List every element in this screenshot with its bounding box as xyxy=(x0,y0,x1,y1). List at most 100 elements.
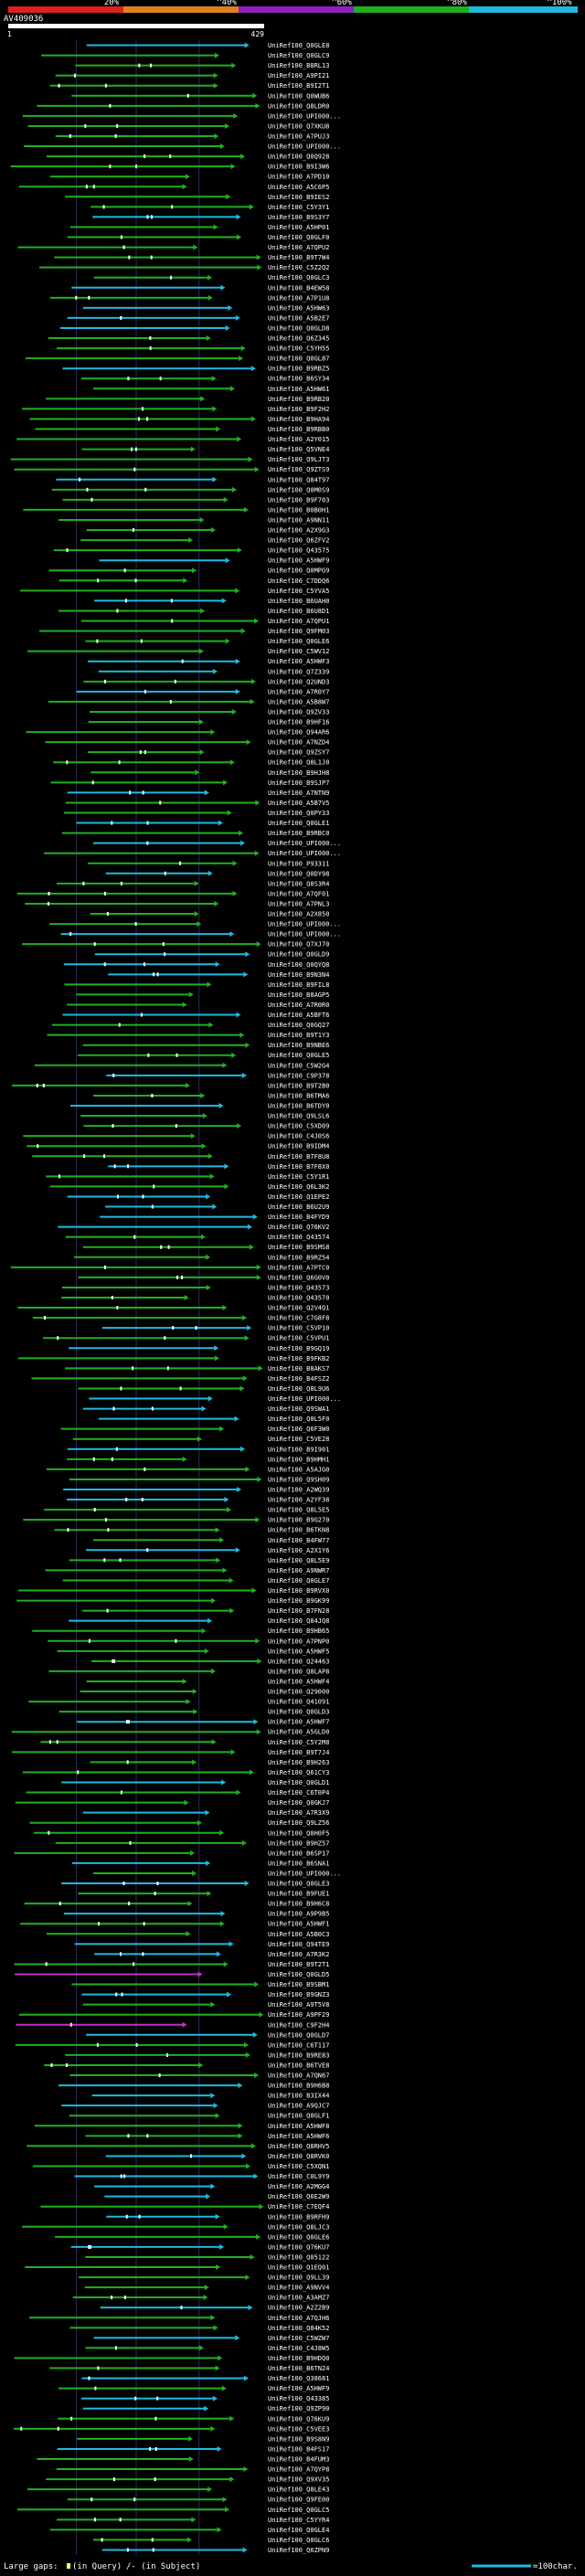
hit-row[interactable]: UniRef100_B9FKB2 xyxy=(18,1355,329,1362)
hit-label[interactable]: UniRef100_B9IES2 xyxy=(268,194,329,201)
hit-row[interactable]: UniRef100_Q0GKJ7 xyxy=(15,1799,330,1807)
hit-label[interactable]: UniRef100_Q84K52 xyxy=(268,2325,329,2332)
hit-row[interactable]: UniRef100_B9GNZ3 xyxy=(81,1991,329,1998)
hit-label[interactable]: UniRef100_Q0GLC6 xyxy=(268,2537,329,2544)
hit-row[interactable]: UniRef100_Q0GLF0 xyxy=(67,234,330,241)
hit-label[interactable]: UniRef100_B9HZ57 xyxy=(268,1839,329,1847)
hit-label[interactable]: UniRef100_A5C6P5 xyxy=(268,184,329,191)
hit-row[interactable]: UniRef100_C7G8F8 xyxy=(32,1315,330,1322)
hit-row[interactable]: UniRef100_A7P1U8 xyxy=(49,294,330,302)
hit-label[interactable]: UniRef100_A7QPU2 xyxy=(268,244,329,251)
hit-label[interactable]: UniRef100_B6TDY0 xyxy=(268,1103,329,1110)
hit-label[interactable]: UniRef100_Q9LJT3 xyxy=(268,456,329,463)
hit-label[interactable]: UniRef100_B9HF16 xyxy=(268,719,329,726)
hit-label[interactable]: UniRef100_B4FSZ2 xyxy=(268,1375,329,1383)
hit-row[interactable]: UniRef100_Q0GLE8 xyxy=(86,42,330,49)
hit-label[interactable]: UniRef100_B4EW58 xyxy=(268,284,329,292)
hit-label[interactable]: UniRef100_B9RBZ5 xyxy=(268,366,329,373)
hit-row[interactable]: UniRef100_Q7XKU8 xyxy=(27,122,330,130)
hit-row[interactable]: UniRef100_C5YH55 xyxy=(56,345,329,353)
hit-label[interactable]: UniRef100_Q0Q928 xyxy=(268,154,329,161)
hit-row[interactable]: UniRef100_C9P378 xyxy=(106,1072,329,1079)
hit-label[interactable]: UniRef100_B6TMA6 xyxy=(268,1092,329,1099)
hit-label[interactable]: UniRef100_UPI000... xyxy=(268,921,341,928)
hit-label[interactable]: UniRef100_A3AMZ7 xyxy=(268,2295,329,2302)
hit-row[interactable]: UniRef100_Q0DY98 xyxy=(105,870,330,877)
hit-label[interactable]: UniRef100_A7R0Y7 xyxy=(268,688,329,695)
hit-row[interactable]: UniRef100_Q6ZPN9 xyxy=(101,2547,330,2554)
hit-label[interactable]: UniRef100_Q0GLC9 xyxy=(268,52,329,59)
hit-label[interactable]: UniRef100_A7PNL3 xyxy=(268,900,329,907)
hit-label[interactable]: UniRef100_B6SNA1 xyxy=(268,1860,329,1867)
hit-row[interactable]: UniRef100_A5B2E7 xyxy=(67,314,330,322)
hit-label[interactable]: UniRef100_Q9ZP90 xyxy=(268,2405,329,2412)
hit-label[interactable]: UniRef100_B9I3W6 xyxy=(268,164,329,171)
hit-label[interactable]: UniRef100_B9HDQ0 xyxy=(268,2355,329,2362)
hit-label[interactable]: UniRef100_C5WZW7 xyxy=(268,2335,329,2342)
hit-row[interactable]: UniRef100_B9SJP7 xyxy=(50,779,329,787)
hit-label[interactable]: UniRef100_B9HJH8 xyxy=(268,769,329,777)
hit-row[interactable]: UniRef100_A7QYP8 xyxy=(56,2466,329,2474)
hit-label[interactable]: UniRef100_B8AGP5 xyxy=(268,991,329,999)
hit-label[interactable]: UniRef100_UPI000... xyxy=(268,840,341,847)
hit-row[interactable]: UniRef100_Q8LDR0 xyxy=(37,102,329,110)
hit-row[interactable]: UniRef100_A5GLD0 xyxy=(11,1729,330,1736)
hit-label[interactable]: UniRef100_Q0GLF1 xyxy=(268,2113,329,2120)
hit-label[interactable]: UniRef100_Q8LAP8 xyxy=(268,1668,329,1675)
hit-row[interactable]: UniRef100_Q6Z345 xyxy=(48,335,330,343)
hit-label[interactable]: UniRef100_B9HA94 xyxy=(268,416,329,423)
hit-row[interactable]: UniRef100_Q7XJ70 xyxy=(22,941,329,949)
hit-label[interactable]: UniRef100_Q7XJ70 xyxy=(268,941,329,949)
hit-label[interactable]: UniRef100_B9N3N4 xyxy=(268,971,329,979)
hit-label[interactable]: UniRef100_Q0GLE6 xyxy=(268,638,329,645)
hit-row[interactable]: UniRef100_Q0GLC9 xyxy=(40,52,329,59)
hit-label[interactable]: UniRef100_UPI000... xyxy=(268,143,341,151)
hit-row[interactable]: UniRef100_B9G270 xyxy=(23,1517,329,1524)
hit-label[interactable]: UniRef100_B9T1Y3 xyxy=(268,1032,329,1039)
hit-row[interactable]: UniRef100_Q0GL87 xyxy=(25,355,329,363)
hit-label[interactable]: UniRef100_Q94AR6 xyxy=(268,729,329,737)
hit-label[interactable]: UniRef100_Q7Z339 xyxy=(268,668,329,675)
hit-label[interactable]: UniRef100_Q9ZTS9 xyxy=(268,466,329,473)
hit-row[interactable]: UniRef100_Q9LL39 xyxy=(79,2274,329,2282)
hit-label[interactable]: UniRef100_Q0QYQ8 xyxy=(268,961,329,969)
hit-label[interactable]: UniRef100_A5HWF6 xyxy=(268,2133,329,2140)
hit-row[interactable]: UniRef100_UPI000... xyxy=(89,1395,341,1403)
hit-label[interactable]: UniRef100_A5B2E7 xyxy=(268,314,329,322)
hit-row[interactable]: UniRef100_B9RBB0 xyxy=(35,426,329,433)
hit-label[interactable]: UniRef100_Q0GL87 xyxy=(268,355,329,363)
hit-label[interactable]: UniRef100_A9NN11 xyxy=(268,516,329,524)
hit-row[interactable]: UniRef100_Q6E2W9 xyxy=(104,2193,329,2200)
hit-label[interactable]: UniRef100_B0B0H1 xyxy=(268,506,329,514)
hit-row[interactable]: UniRef100_A9NWR7 xyxy=(45,1567,330,1574)
hit-label[interactable]: UniRef100_B6TVE8 xyxy=(268,2062,329,2069)
hit-label[interactable]: UniRef100_C5XD09 xyxy=(268,1123,329,1130)
hit-label[interactable]: UniRef100_Q0GLD9 xyxy=(268,951,329,959)
hit-row[interactable]: UniRef100_Q9ZV33 xyxy=(89,708,329,716)
hit-label[interactable]: UniRef100_Q0WUB6 xyxy=(268,92,329,100)
hit-label[interactable]: UniRef100_A2WQ39 xyxy=(268,1486,329,1493)
hit-label[interactable]: UniRef100_B9T2T1 xyxy=(268,1961,329,1968)
hit-row[interactable]: UniRef100_B4FYD9 xyxy=(100,1214,329,1221)
hit-label[interactable]: UniRef100_A5HWF3 xyxy=(268,658,329,665)
hit-row[interactable]: UniRef100_B6TDY0 xyxy=(70,1103,329,1110)
hit-label[interactable]: UniRef100_B9G270 xyxy=(268,1517,329,1524)
hit-row[interactable]: UniRef100_C5YYR4 xyxy=(56,2517,329,2524)
hit-label[interactable]: UniRef100_C5VP10 xyxy=(268,1325,329,1332)
hit-label[interactable]: UniRef100_A5HWF8 xyxy=(268,2123,329,2130)
hit-label[interactable]: UniRef100_Q43575 xyxy=(268,547,329,555)
hit-row[interactable]: UniRef100_A7QPU2 xyxy=(17,244,329,251)
hit-label[interactable]: UniRef100_Q0L5F0 xyxy=(268,1415,329,1423)
hit-row[interactable]: UniRef100_UPI000... xyxy=(44,850,341,857)
hit-label[interactable]: UniRef100_B9RFH9 xyxy=(268,2213,329,2221)
hit-label[interactable]: UniRef100_A9P9B5 xyxy=(268,1911,329,1918)
hit-row[interactable]: UniRef100_Q8LAP8 xyxy=(48,1668,329,1675)
hit-row[interactable]: UniRef100_Q0Q928 xyxy=(46,154,330,161)
hit-label[interactable]: UniRef100_Q0M0S9 xyxy=(268,486,329,493)
hit-label[interactable]: UniRef100_Q6ZPN9 xyxy=(268,2547,329,2554)
hit-row[interactable]: UniRef100_B4EW58 xyxy=(71,284,329,292)
hit-row[interactable]: UniRef100_C5VPU1 xyxy=(42,1335,329,1342)
hit-label[interactable]: UniRef100_Q94TE9 xyxy=(268,1941,329,1948)
hit-row[interactable]: UniRef100_B9RBC0 xyxy=(61,830,330,837)
hit-label[interactable]: UniRef100_B9H263 xyxy=(268,1759,329,1766)
